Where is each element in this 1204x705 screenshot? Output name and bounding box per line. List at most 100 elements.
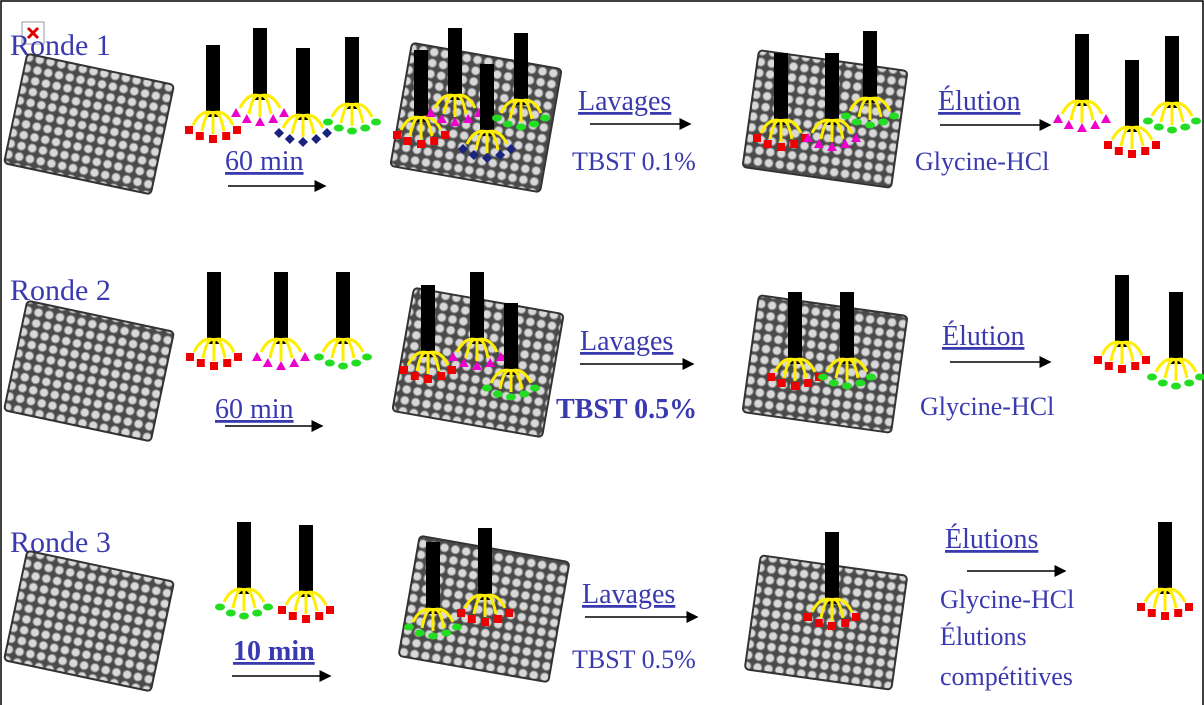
wash-buffer: TBST 0.5% bbox=[572, 645, 696, 674]
ligand bbox=[311, 134, 321, 144]
phage bbox=[1053, 34, 1111, 132]
ligand bbox=[209, 135, 217, 143]
phage-body bbox=[825, 532, 839, 604]
phage bbox=[185, 45, 241, 143]
ligand bbox=[1128, 150, 1136, 158]
elution-buffer: Élutions bbox=[940, 622, 1027, 651]
ligand bbox=[411, 372, 419, 380]
ligand bbox=[393, 131, 401, 139]
ligand bbox=[1064, 120, 1074, 129]
elution-buffer: Glycine-HCl bbox=[940, 585, 1074, 614]
ligand bbox=[276, 361, 286, 370]
wash-step: Lavages bbox=[580, 326, 673, 357]
ligand bbox=[1167, 127, 1177, 134]
ligand bbox=[841, 113, 851, 120]
ligand bbox=[791, 382, 799, 390]
ligand bbox=[222, 132, 230, 140]
ligand bbox=[828, 622, 836, 630]
ligand bbox=[1158, 380, 1168, 387]
ligand bbox=[1195, 374, 1204, 381]
ligand bbox=[492, 115, 502, 122]
phage bbox=[274, 48, 332, 147]
phage bbox=[1094, 275, 1150, 373]
phage-body bbox=[1115, 275, 1129, 347]
round-label: Ronde 3 bbox=[10, 526, 111, 559]
wash-buffer: TBST 0.5% bbox=[556, 394, 697, 425]
ligand bbox=[804, 613, 812, 621]
phage bbox=[252, 272, 310, 370]
phage-body bbox=[825, 53, 839, 125]
ligand bbox=[362, 354, 372, 361]
phage-body bbox=[414, 50, 428, 122]
ligand bbox=[530, 385, 540, 392]
plate bbox=[4, 301, 174, 442]
ligand bbox=[457, 609, 465, 617]
ligand bbox=[1161, 612, 1169, 620]
ligand bbox=[417, 140, 425, 148]
ligand bbox=[278, 606, 286, 614]
ligand bbox=[325, 360, 335, 367]
ligand bbox=[239, 613, 249, 620]
ligand bbox=[263, 604, 273, 611]
incubation-time: 60 min bbox=[225, 146, 304, 177]
plate-body bbox=[4, 54, 174, 195]
plate-body bbox=[743, 295, 908, 433]
ligand bbox=[529, 121, 539, 128]
phage-body bbox=[774, 53, 788, 125]
ligand bbox=[404, 624, 414, 631]
ligand bbox=[804, 379, 812, 387]
plate-body bbox=[4, 301, 174, 442]
ligand bbox=[842, 383, 852, 390]
ligand bbox=[263, 358, 273, 367]
ligand bbox=[1143, 118, 1153, 125]
phage-body bbox=[1169, 292, 1183, 364]
ligand bbox=[1101, 114, 1111, 123]
ligand bbox=[289, 612, 297, 620]
phage-body bbox=[478, 528, 492, 600]
plate bbox=[4, 551, 174, 692]
ligand bbox=[242, 114, 252, 123]
phage-body bbox=[421, 285, 435, 357]
wash-buffer: TBST 0.1% bbox=[572, 147, 696, 176]
ligand bbox=[1115, 147, 1123, 155]
ligand bbox=[503, 121, 513, 128]
ligand bbox=[334, 125, 344, 132]
phage-body bbox=[1158, 522, 1172, 594]
ligand bbox=[448, 366, 456, 374]
ligand bbox=[1141, 147, 1149, 155]
ligand bbox=[865, 122, 875, 129]
phage bbox=[1137, 522, 1193, 620]
ligand bbox=[1184, 380, 1194, 387]
ligand bbox=[302, 615, 310, 623]
ligand bbox=[1090, 120, 1100, 129]
ligand bbox=[852, 613, 860, 621]
phage-body bbox=[788, 292, 802, 364]
ligand bbox=[1053, 114, 1063, 123]
ligand bbox=[252, 610, 262, 617]
ligand bbox=[424, 375, 432, 383]
phage-body bbox=[470, 272, 484, 344]
ligand bbox=[778, 379, 786, 387]
ligand bbox=[540, 115, 550, 122]
phage-body bbox=[296, 48, 310, 120]
ligand bbox=[371, 119, 381, 126]
ligand bbox=[1154, 124, 1164, 131]
phage bbox=[278, 525, 334, 623]
ligand bbox=[231, 108, 241, 117]
phage-body bbox=[1075, 34, 1089, 106]
ligand bbox=[753, 134, 761, 142]
phage-body bbox=[504, 303, 518, 375]
ligand bbox=[233, 126, 241, 134]
ligand bbox=[482, 385, 492, 392]
ligand bbox=[1131, 362, 1139, 370]
phage-body bbox=[237, 522, 251, 594]
incubation-time: 10 min bbox=[233, 636, 315, 667]
ligand bbox=[186, 353, 194, 361]
ligand bbox=[841, 619, 849, 627]
ligand bbox=[790, 140, 798, 148]
ligand bbox=[428, 633, 438, 640]
plate bbox=[4, 54, 174, 195]
ligand bbox=[855, 380, 865, 387]
phage bbox=[314, 272, 372, 370]
ligand bbox=[506, 394, 516, 401]
